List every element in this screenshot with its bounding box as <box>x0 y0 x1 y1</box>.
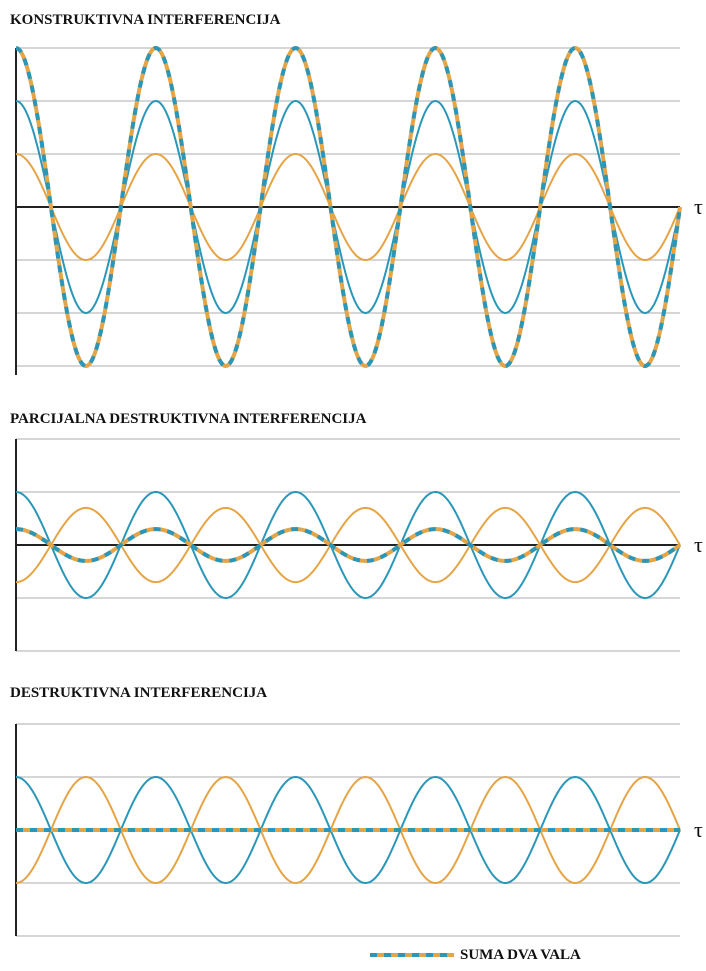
chart-title-partial-destructive: PARCIJALNA DESTRUKTIVNA INTERFERENCIJA <box>10 411 367 427</box>
legend-sum-line <box>370 953 454 957</box>
chart-title-constructive: KONSTRUKTIVNA INTERFERENCIJA <box>10 12 281 28</box>
x-axis-label: τ <box>694 194 703 219</box>
legend-sum-label: SUMA DVA VALA <box>460 946 581 963</box>
x-axis-label: τ <box>694 817 703 842</box>
series-wave-blue <box>15 775 681 885</box>
legend: SUMA DVA VALA <box>370 943 581 967</box>
chart-partial-destructive-interference: τ <box>15 438 703 652</box>
series-wave-blue <box>15 490 681 600</box>
chart-title-destructive: DESTRUKTIVNA INTERFERENCIJA <box>10 685 268 701</box>
series-wave-orange <box>15 152 681 262</box>
x-axis-label: τ <box>694 532 703 557</box>
series-wave-orange <box>15 506 681 584</box>
series-wave-orange <box>15 775 681 885</box>
chart-destructive-interference: τ <box>15 723 703 937</box>
chart-constructive-interference: τ <box>15 46 703 375</box>
series-sum-line <box>15 527 682 563</box>
series-sum-line <box>15 46 682 368</box>
